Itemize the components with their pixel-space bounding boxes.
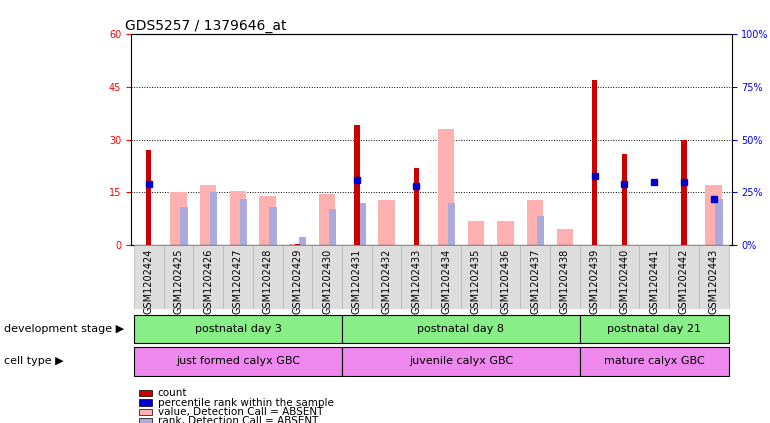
Bar xyxy=(580,347,728,376)
Bar xyxy=(200,185,216,245)
Bar xyxy=(372,245,401,309)
Bar xyxy=(639,245,669,309)
Text: juvenile calyx GBC: juvenile calyx GBC xyxy=(409,357,513,366)
Bar xyxy=(134,315,342,343)
Bar xyxy=(497,221,514,245)
Text: GSM1202425: GSM1202425 xyxy=(173,248,183,314)
Bar xyxy=(229,191,246,245)
Bar xyxy=(329,209,336,245)
Bar xyxy=(527,200,544,245)
Bar xyxy=(537,216,544,245)
Text: GSM1202432: GSM1202432 xyxy=(382,248,392,314)
Bar xyxy=(490,245,521,309)
Bar xyxy=(715,199,723,245)
Bar xyxy=(413,168,419,245)
Bar xyxy=(146,150,152,245)
Text: GSM1202441: GSM1202441 xyxy=(649,248,659,314)
Text: count: count xyxy=(158,388,187,398)
Bar xyxy=(521,245,550,309)
Bar xyxy=(622,154,627,245)
Bar xyxy=(259,196,276,245)
Text: GSM1202427: GSM1202427 xyxy=(233,248,243,314)
Bar xyxy=(283,245,313,309)
Text: GSM1202428: GSM1202428 xyxy=(263,248,273,314)
Bar xyxy=(354,126,360,245)
Text: GSM1202431: GSM1202431 xyxy=(352,248,362,314)
Bar xyxy=(223,245,253,309)
Bar xyxy=(705,185,721,245)
Text: GSM1202426: GSM1202426 xyxy=(203,248,213,314)
Text: GSM1202439: GSM1202439 xyxy=(590,248,600,314)
Bar xyxy=(359,203,366,245)
Text: just formed calyx GBC: just formed calyx GBC xyxy=(176,357,300,366)
Text: GSM1202429: GSM1202429 xyxy=(293,248,303,314)
Bar xyxy=(299,237,306,245)
Bar xyxy=(342,245,372,309)
Bar xyxy=(134,245,163,309)
Bar xyxy=(669,245,699,309)
Bar xyxy=(557,229,573,245)
Bar xyxy=(447,203,455,245)
Text: GSM1202436: GSM1202436 xyxy=(500,248,511,314)
Text: GSM1202443: GSM1202443 xyxy=(708,248,718,314)
Bar xyxy=(170,192,186,245)
Bar xyxy=(134,347,342,376)
Bar xyxy=(163,245,193,309)
Bar xyxy=(461,245,490,309)
Text: GDS5257 / 1379646_at: GDS5257 / 1379646_at xyxy=(125,19,286,33)
Text: GSM1202442: GSM1202442 xyxy=(679,248,689,314)
Bar xyxy=(193,245,223,309)
Bar xyxy=(270,207,276,245)
Text: value, Detection Call = ABSENT: value, Detection Call = ABSENT xyxy=(158,407,323,417)
Text: cell type ▶: cell type ▶ xyxy=(4,357,63,366)
Bar xyxy=(580,315,728,343)
Bar xyxy=(313,245,342,309)
Bar xyxy=(239,199,247,245)
Bar xyxy=(550,245,580,309)
Bar xyxy=(610,245,639,309)
Bar xyxy=(342,347,580,376)
Bar xyxy=(401,245,431,309)
Bar xyxy=(681,140,687,245)
Text: GSM1202437: GSM1202437 xyxy=(531,248,541,314)
Bar xyxy=(431,245,461,309)
Text: postnatal day 3: postnatal day 3 xyxy=(195,324,281,334)
Bar xyxy=(378,200,395,245)
Text: mature calyx GBC: mature calyx GBC xyxy=(604,357,705,366)
Bar xyxy=(699,245,728,309)
Text: rank, Detection Call = ABSENT: rank, Detection Call = ABSENT xyxy=(158,416,318,423)
Text: postnatal day 21: postnatal day 21 xyxy=(608,324,701,334)
Text: postnatal day 8: postnatal day 8 xyxy=(417,324,504,334)
Text: GSM1202438: GSM1202438 xyxy=(560,248,570,314)
Text: development stage ▶: development stage ▶ xyxy=(4,324,124,334)
Bar xyxy=(290,244,306,245)
Bar xyxy=(180,207,188,245)
Bar xyxy=(467,221,484,245)
Text: GSM1202434: GSM1202434 xyxy=(441,248,451,314)
Bar xyxy=(580,245,610,309)
Bar xyxy=(295,244,300,245)
Bar xyxy=(253,245,283,309)
Bar xyxy=(319,194,335,245)
Bar xyxy=(210,192,217,245)
Text: percentile rank within the sample: percentile rank within the sample xyxy=(158,398,333,408)
Text: GSM1202440: GSM1202440 xyxy=(619,248,629,314)
Text: GSM1202424: GSM1202424 xyxy=(144,248,154,314)
Text: GSM1202430: GSM1202430 xyxy=(322,248,332,314)
Bar xyxy=(592,80,598,245)
Bar xyxy=(342,315,580,343)
Text: GSM1202433: GSM1202433 xyxy=(411,248,421,314)
Bar xyxy=(438,129,454,245)
Text: GSM1202435: GSM1202435 xyxy=(470,248,480,314)
